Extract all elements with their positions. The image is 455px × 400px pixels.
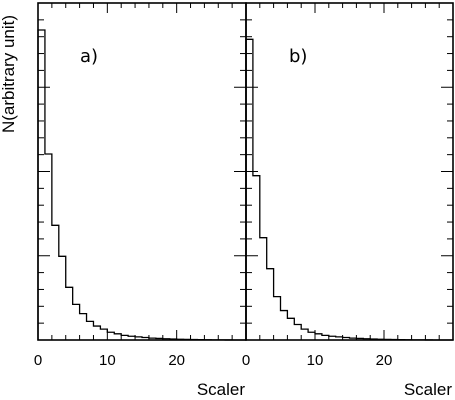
panel-b-bar bbox=[308, 332, 315, 340]
panel-a-bar bbox=[38, 30, 45, 340]
panel-a-x-tick-label: 0 bbox=[34, 352, 42, 369]
panel-b-bar bbox=[253, 176, 260, 340]
panel-a-x-tick-label: 10 bbox=[99, 352, 116, 369]
panel-a-bar bbox=[93, 326, 100, 340]
panel-b-bar bbox=[301, 329, 308, 340]
panel-a-x-axis-label: Scaler bbox=[197, 380, 246, 399]
panel-a-x-tick-label: 20 bbox=[168, 352, 185, 369]
panel-a-label: a) bbox=[80, 46, 98, 67]
panel-b-x-tick-label: 0 bbox=[242, 352, 250, 369]
panel-a-bar bbox=[59, 256, 66, 340]
panel-b-bar bbox=[315, 334, 322, 340]
panel-a-bar bbox=[87, 321, 94, 340]
panel-b-histogram-line bbox=[245, 38, 454, 341]
panel-b-frame bbox=[245, 2, 454, 341]
panel-b-bar bbox=[274, 297, 281, 340]
panel-a-bar bbox=[100, 329, 107, 340]
panel-b-label: b) bbox=[289, 46, 307, 67]
panel-a-bar bbox=[45, 154, 52, 340]
panel-b-x-axis-label: Scaler bbox=[404, 380, 453, 399]
panel-b-bar bbox=[294, 325, 301, 341]
panel-b: b) Scaler 0 10 20 bbox=[242, 2, 454, 399]
panel-a-frame bbox=[37, 2, 247, 341]
panel-a-bar bbox=[114, 334, 121, 340]
panel-a: a) Scaler 0 10 20 bbox=[34, 2, 247, 399]
panel-b-bar bbox=[260, 238, 267, 340]
panel-a-bar bbox=[66, 287, 73, 340]
panel-a-bar bbox=[107, 332, 114, 340]
panel-a-bar bbox=[73, 304, 80, 340]
panel-a-bar bbox=[52, 225, 59, 340]
panel-b-x-tick-label: 10 bbox=[307, 352, 324, 369]
panel-b-bar bbox=[267, 269, 274, 340]
y-axis-label: N(arbitrary unit) bbox=[0, 15, 18, 133]
panel-b-x-tick-label: 20 bbox=[376, 352, 393, 369]
panel-a-histogram-line bbox=[37, 29, 247, 341]
panel-b-bar bbox=[281, 311, 288, 340]
panel-a-bar bbox=[80, 314, 87, 340]
panel-b-bar bbox=[287, 318, 294, 340]
panel-b-bar bbox=[246, 39, 253, 340]
